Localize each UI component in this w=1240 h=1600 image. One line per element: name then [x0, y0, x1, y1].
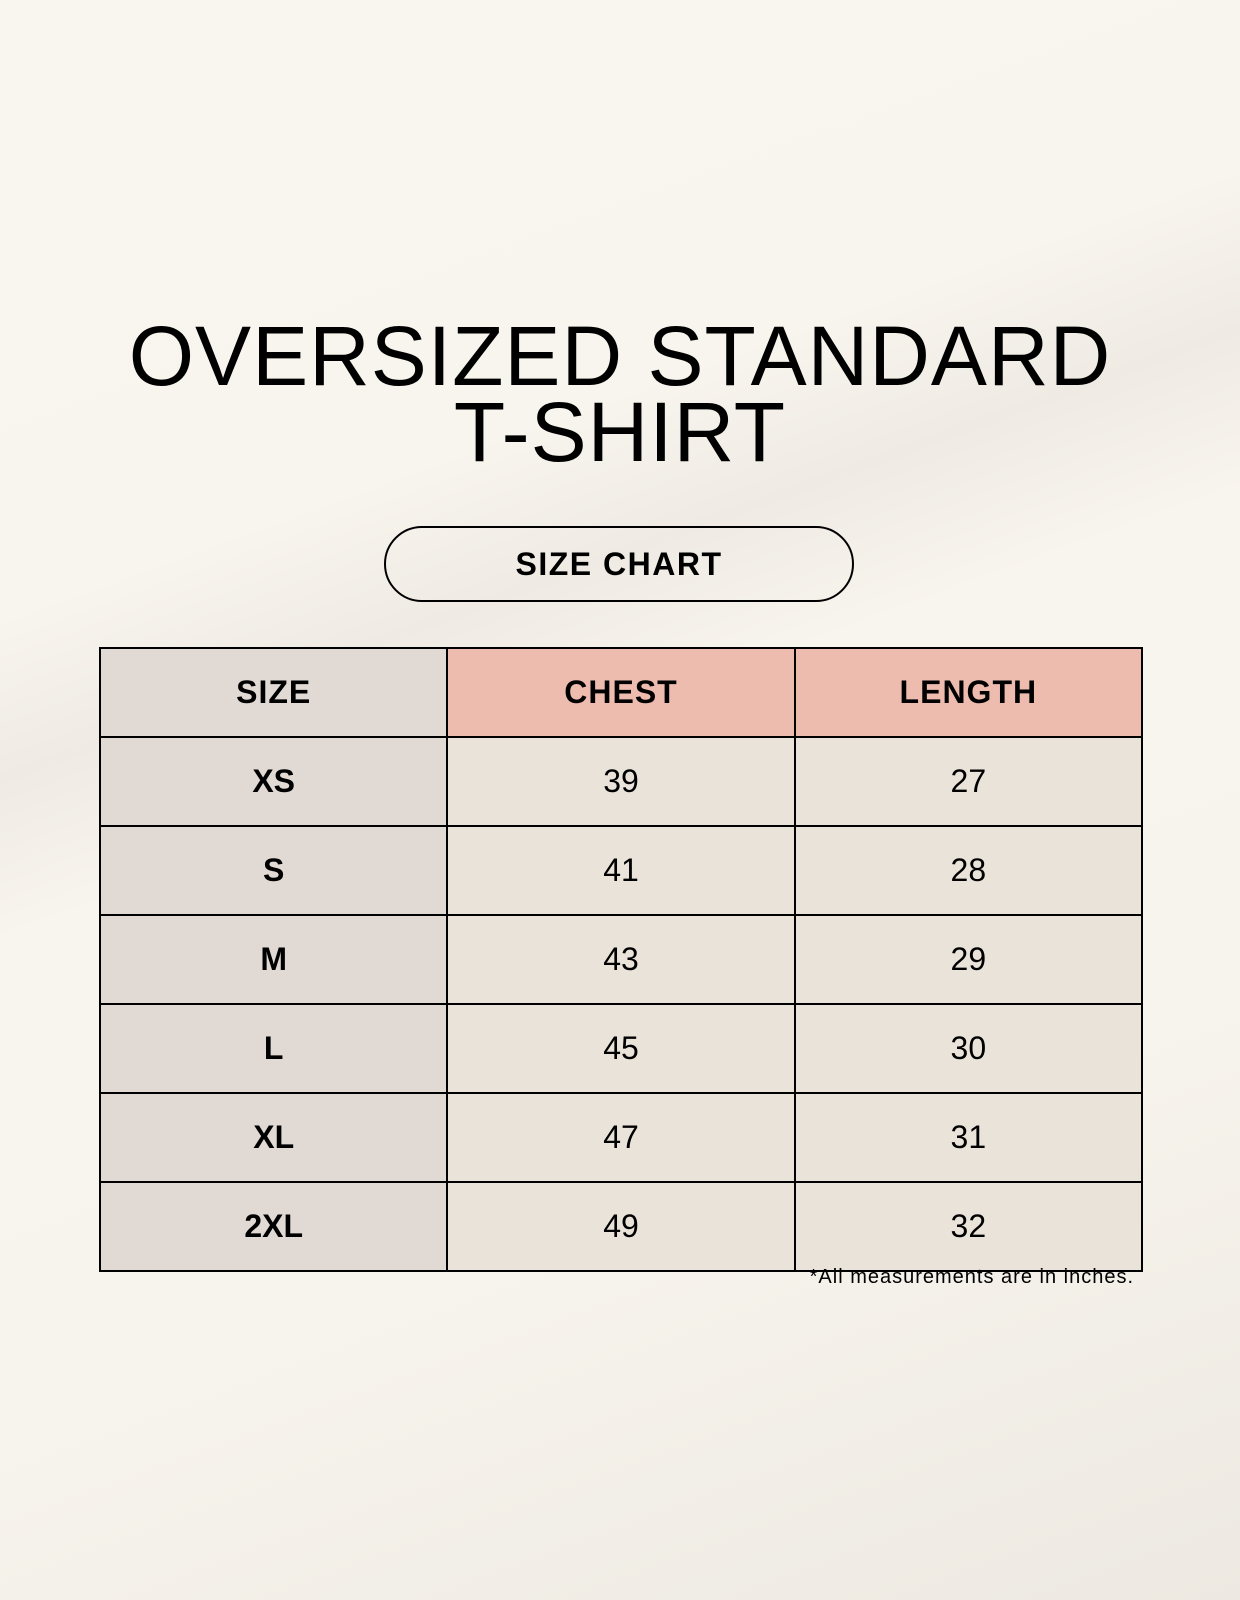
header-length: LENGTH — [793, 647, 1144, 738]
cell-size: S — [98, 825, 449, 916]
cell-chest: 39 — [446, 736, 796, 827]
cell-size: M — [98, 914, 449, 1005]
table-row: M 43 29 — [98, 914, 1144, 1005]
cell-size: 2XL — [98, 1181, 449, 1272]
table-row: 2XL 49 32 — [98, 1181, 1144, 1272]
header-chest: CHEST — [446, 647, 796, 738]
footnote: *All measurements are in inches. — [809, 1266, 1134, 1288]
cell-size: XL — [98, 1092, 449, 1183]
cell-size: L — [98, 1003, 449, 1094]
table-row: XL 47 31 — [98, 1092, 1144, 1183]
cell-length: 32 — [793, 1181, 1144, 1272]
cell-chest: 41 — [446, 825, 796, 916]
cell-chest: 43 — [446, 914, 796, 1005]
size-chart-badge: SIZE CHART — [384, 526, 854, 602]
header-row: SIZE CHEST LENGTH — [98, 647, 1144, 738]
cell-length: 31 — [793, 1092, 1144, 1183]
table-row: XS 39 27 — [98, 736, 1144, 827]
title-line-2: T-SHIRT — [453, 385, 787, 479]
cell-length: 27 — [793, 736, 1144, 827]
cell-length: 30 — [793, 1003, 1144, 1094]
header-size: SIZE — [98, 647, 449, 738]
page-title: OVERSIZED STANDARD T-SHIRT — [0, 309, 1240, 479]
table-row: L 45 30 — [98, 1003, 1144, 1094]
table-row: S 41 28 — [98, 825, 1144, 916]
cell-chest: 47 — [446, 1092, 796, 1183]
cell-length: 29 — [793, 914, 1144, 1005]
cell-chest: 45 — [446, 1003, 796, 1094]
cell-size: XS — [98, 736, 449, 827]
title-line-1: OVERSIZED STANDARD — [128, 309, 1112, 403]
size-table: SIZE CHEST LENGTH XS 39 27 S 41 28 M 43 29 L 45 30 X… — [98, 647, 1144, 1272]
cell-chest: 49 — [446, 1181, 796, 1272]
cell-length: 28 — [793, 825, 1144, 916]
